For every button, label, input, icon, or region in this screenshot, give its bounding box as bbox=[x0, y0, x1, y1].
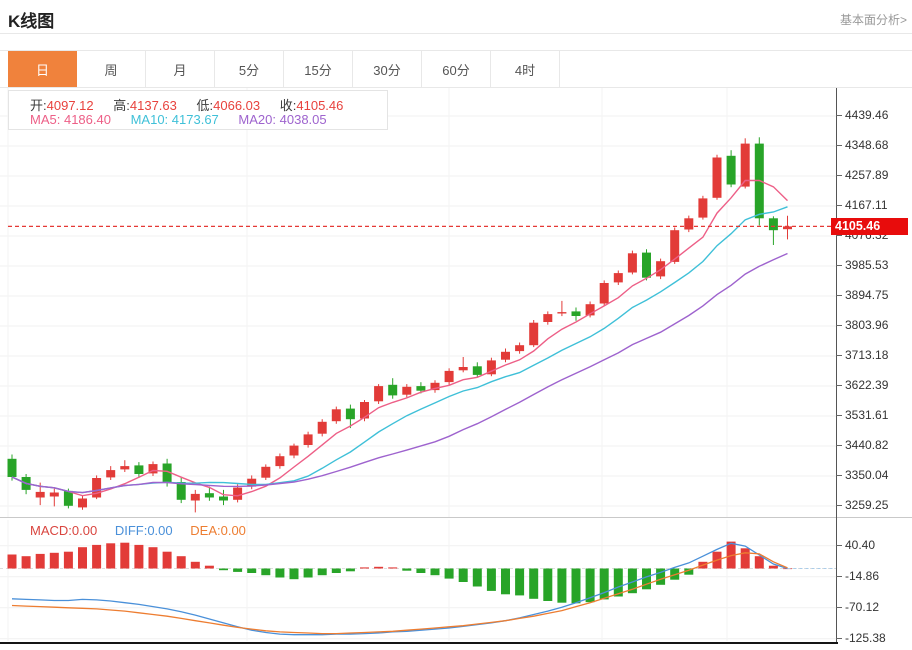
price-tick-label: 3440.82 bbox=[835, 438, 889, 452]
close-value: 4105.46 bbox=[296, 98, 344, 113]
price-tick-label: 4439.46 bbox=[835, 108, 889, 122]
diff-value: DIFF:0.00 bbox=[114, 523, 173, 538]
macd-readout: MACD:0.00 DIFF:0.00 DEA:0.00 bbox=[30, 523, 246, 538]
ma-readout: MA5: 4186.40 MA10: 4173.67 MA20: 4038.05 bbox=[30, 112, 327, 127]
price-tick-label: 3985.53 bbox=[835, 258, 889, 272]
macd-tick-label: -70.12 bbox=[835, 599, 880, 614]
close-label: 收: bbox=[279, 98, 297, 113]
macd-value: MACD:0.00 bbox=[30, 523, 98, 538]
high-value: 4137.63 bbox=[129, 98, 177, 113]
header-divider bbox=[0, 33, 912, 34]
price-tick-label: 4348.68 bbox=[835, 138, 889, 152]
macd-tick-label: 40.40 bbox=[835, 537, 876, 552]
tab-5min[interactable]: 5分 bbox=[215, 51, 284, 87]
panel-separator bbox=[0, 517, 912, 518]
price-tick-label: 3622.39 bbox=[835, 378, 889, 392]
chart-bottom-border bbox=[0, 642, 838, 644]
tab-day[interactable]: 日 bbox=[8, 51, 77, 87]
open-value: 4097.12 bbox=[46, 98, 94, 113]
price-tick-label: 3350.04 bbox=[835, 468, 889, 482]
price-tick-label: 4167.11 bbox=[836, 198, 888, 212]
tab-15min[interactable]: 15分 bbox=[284, 51, 353, 87]
page-title: K线图 bbox=[8, 12, 55, 31]
macd-chart-canvas[interactable] bbox=[0, 518, 836, 644]
period-tabbar: 日周月 5分 15分 30分 60分 4时 bbox=[0, 50, 912, 88]
tab-60min[interactable]: 60分 bbox=[422, 51, 491, 87]
macd-tick-label: -14.86 bbox=[835, 568, 880, 583]
price-axis-line bbox=[836, 88, 837, 644]
macd-tick-label: -125.38 bbox=[836, 630, 886, 645]
tab-month[interactable]: 月 bbox=[146, 51, 215, 87]
open-label: 开: bbox=[30, 98, 47, 113]
ma5-readout: MA5: 4186.40 bbox=[30, 112, 111, 127]
candlestick-chart-canvas[interactable] bbox=[0, 88, 836, 517]
price-tick-label: 3894.75 bbox=[835, 288, 889, 302]
tab-30min[interactable]: 30分 bbox=[353, 51, 422, 87]
fundamental-analysis-link[interactable]: 基本面分析> bbox=[839, 13, 907, 27]
low-label: 低: bbox=[196, 98, 214, 113]
current-price-badge: 4105.46 bbox=[831, 218, 908, 235]
dea-value: DEA:0.00 bbox=[190, 523, 246, 538]
ohlc-readout: 开:4097.12 高:4137.63 低:4066.03 收:4105.46 bbox=[30, 95, 359, 114]
price-tick-label: 3531.61 bbox=[835, 408, 889, 422]
price-tick-label: 3259.25 bbox=[835, 498, 889, 512]
ma20-readout: MA20: 4038.05 bbox=[238, 112, 327, 127]
high-label: 高: bbox=[113, 98, 130, 113]
ohlc-readout-box bbox=[8, 90, 388, 130]
price-tick-label: 4257.89 bbox=[835, 168, 889, 182]
ma10-readout: MA10: 4173.67 bbox=[130, 112, 219, 127]
tab-4hour[interactable]: 4时 bbox=[491, 51, 560, 87]
price-tick-label: 3803.96 bbox=[835, 318, 889, 332]
low-value: 4066.03 bbox=[213, 98, 261, 113]
tab-week[interactable]: 周 bbox=[77, 51, 146, 87]
price-tick-label: 3713.18 bbox=[835, 348, 889, 362]
